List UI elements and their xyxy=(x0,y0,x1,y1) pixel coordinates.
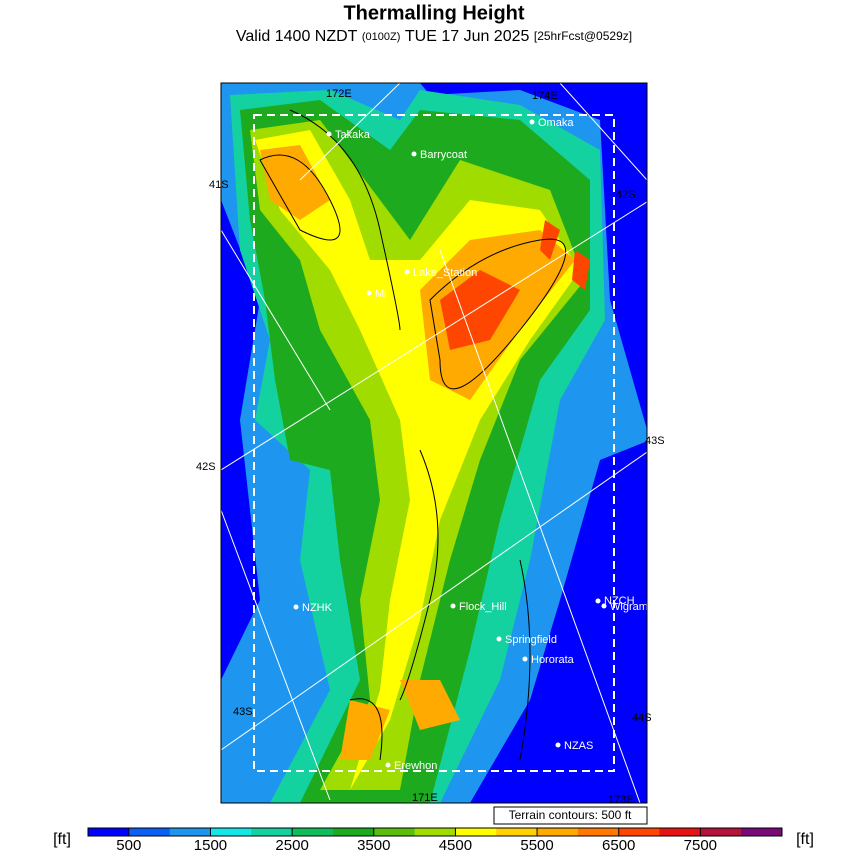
place-label: Barrycoat xyxy=(420,149,467,161)
place-label: Erewhon xyxy=(394,760,437,772)
colorbar-tick-label: 5500 xyxy=(520,837,553,854)
title: Thermalling Height xyxy=(343,2,524,24)
map-field: Takaka Barrycoat Omaka Lake_Station Mi N… xyxy=(221,83,648,806)
lat-label: 41S xyxy=(209,179,229,191)
colorbar-tick-label: 4500 xyxy=(439,837,472,854)
utc: (0100Z) xyxy=(362,31,401,43)
colorbar-tick-label: 1500 xyxy=(194,837,227,854)
valid: Valid 1400 NZDT xyxy=(236,28,358,45)
colorbar-swatch xyxy=(496,828,538,836)
colorbar-swatch xyxy=(169,828,211,836)
colorbar-tick-label: 7500 xyxy=(684,837,717,854)
lon-label: 172E xyxy=(326,88,352,100)
note-box xyxy=(493,806,648,825)
place-label: Springfield xyxy=(505,634,557,646)
colorbar-swatch xyxy=(537,828,579,836)
colorbar-tick-label: 6500 xyxy=(602,837,635,854)
terrain-note: Terrain contours: 500 ft xyxy=(509,808,632,822)
colorbar-swatch xyxy=(659,828,701,836)
colorbar-tick-label: 2500 xyxy=(275,837,308,854)
colorbar-swatch xyxy=(332,828,375,836)
unit-label: [ft] xyxy=(53,831,71,848)
date: TUE 17 Jun 2025 xyxy=(405,28,530,45)
lat-label: 42S xyxy=(196,461,216,473)
place-label: Wigram xyxy=(610,601,648,613)
colorbar-swatch xyxy=(741,828,783,836)
lon-label: 173E xyxy=(608,794,634,806)
colorbar-frame xyxy=(87,827,783,837)
place-label: NZAS xyxy=(564,740,593,752)
map-frame xyxy=(220,82,648,804)
colorbar-swatch xyxy=(577,828,620,836)
lon-label: 174E xyxy=(532,90,558,102)
subtitle: Valid 1400 NZDT (0100Z) TUE 17 Jun 2025 … xyxy=(236,28,632,45)
place-label: NZCH xyxy=(604,595,635,607)
place-label: Omaka xyxy=(538,117,574,129)
place-label: Mi xyxy=(375,288,387,300)
lat-label: 44S xyxy=(632,712,652,724)
colorbar-swatch xyxy=(251,828,293,836)
colorbar-tick-label: 3500 xyxy=(357,837,390,854)
forecast: [25hrFcst@0529z] xyxy=(534,29,632,43)
colorbar-swatch xyxy=(292,828,334,836)
colorbar-swatch xyxy=(618,828,661,836)
colorbar-swatch xyxy=(88,828,130,836)
colorbar-swatch xyxy=(210,828,252,836)
lon-label: 171E xyxy=(412,792,438,804)
place-label: Lake_Station xyxy=(413,267,477,279)
colorbar-swatch xyxy=(700,828,742,836)
lat-label: 43S xyxy=(233,706,253,718)
lat-label: 42S xyxy=(616,189,636,201)
colorbar-swatch xyxy=(373,828,416,836)
colorbar-swatch xyxy=(128,828,171,836)
unit-label: [ft] xyxy=(796,831,814,848)
place-label: Takaka xyxy=(335,129,371,141)
colorbar-swatch xyxy=(414,828,456,836)
colorbar-swatch xyxy=(455,828,497,836)
place-label: NZHK xyxy=(302,602,333,614)
lat-label: 43S xyxy=(645,435,665,447)
place-label: Hororata xyxy=(531,654,575,666)
place-label: Flock_Hill xyxy=(459,601,507,613)
colorbar: 500 1500 2500 3500 4500 5500 6500 7500 xyxy=(87,827,783,854)
colorbar-tick-label: 500 xyxy=(116,837,141,854)
